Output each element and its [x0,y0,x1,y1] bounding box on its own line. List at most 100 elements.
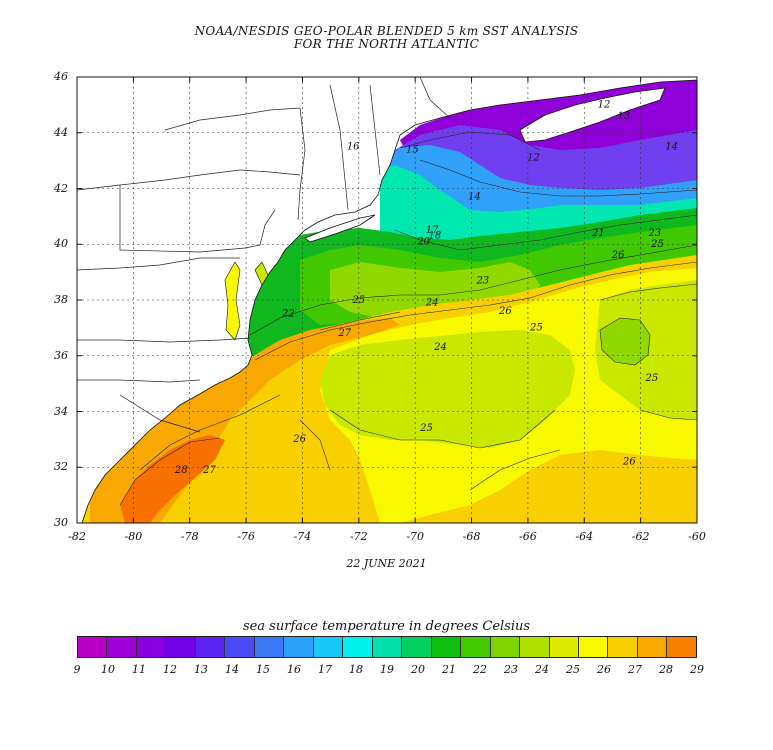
land-long-island [304,214,376,243]
contour-label: 27 [202,465,216,476]
land-chesapeake [224,261,241,341]
contour-label: 27 [337,328,351,339]
colorbar-swatch [578,637,609,657]
contour-label: 25 [419,423,433,434]
colorbar-swatch [431,637,462,657]
y-tick-label: 36 [54,348,68,362]
y-tick-label: 30 [54,516,68,529]
colorbar-swatch [78,637,108,657]
colorbar-swatch [667,637,696,657]
map-title: NOAA/NESDIS GEO-POLAR BLENDED 5 km SST A… [194,24,579,38]
x-tick-label: -78 [180,530,199,543]
y-tick-label: 38 [54,293,68,306]
colorbar-swatch [549,637,579,657]
x-tick-label: -72 [349,530,368,543]
contour-label: 14 [665,141,678,152]
colorbar-label: 13 [194,663,208,676]
y-tick-label: 32 [54,460,68,474]
x-tick-label: -66 [519,530,537,543]
colorbar-title: sea surface temperature in degrees Celsi… [242,619,531,634]
land-delaware-bay [254,261,269,286]
y-tick-label: 44 [54,125,68,139]
colorbar-swatch [166,637,196,657]
colorbar-swatch [490,637,521,657]
contour-label: 25 [645,373,659,384]
zone-yellowgreen [320,330,575,448]
contour-label: 24 [425,298,439,309]
contour-label: 22 [281,309,295,320]
colorbar-swatch [313,637,344,657]
contour-label: 17 [426,225,439,236]
colorbar-swatch [461,637,491,657]
y-tick-label: 46 [54,70,68,83]
contour-label: 24 [433,342,447,353]
x-tick-label: -64 [575,530,594,543]
colorbar-swatch [343,637,373,657]
colorbar-label: 21 [442,663,456,676]
contour-label: 26 [498,306,512,317]
colorbar-swatch [608,637,638,657]
colorbar-label: 26 [597,663,611,676]
graticule [77,77,697,523]
colorbar-swatch [195,637,226,657]
contour-label: 28 [174,465,188,476]
colorbar-swatch [107,637,137,657]
x-tick-label: -70 [406,530,425,543]
colorbar-swatch [637,637,668,657]
colorbar-label: 20 [411,663,425,676]
contour-label: 25 [351,295,365,306]
contour-label: 26 [622,456,636,467]
colorbar-label: 22 [473,663,487,676]
colorbar-label: 15 [256,663,270,676]
colorbar-label: 27 [628,663,642,676]
colorbar-swatch [284,637,314,657]
x-tick-label: -60 [688,530,706,543]
x-tick-label: -62 [631,530,650,543]
colorbar-swatch [372,637,403,657]
colorbar-label: 17 [318,663,332,676]
axis-tick-marks [76,76,698,524]
colorbar-label: 18 [349,663,363,676]
x-tick-label: -82 [68,530,86,543]
colorbar-label: 19 [380,663,394,676]
colorbar-swatch [402,637,432,657]
colorbar-swatch [520,637,550,657]
y-tick-label: 42 [54,181,68,195]
colorbar-label: 9 [73,663,81,676]
contour-label: 26 [292,434,306,445]
colorbar-label: 14 [225,663,239,676]
land-nova-scotia [519,87,666,143]
x-tick-label: -76 [237,530,255,543]
contour-label: 26 [611,250,625,261]
colorbar-label: 28 [659,663,673,676]
contour-label: 18 [429,231,442,242]
contour-label: 14 [468,192,481,203]
y-tick-label: 40 [54,237,68,251]
colorbar-label: 23 [504,663,518,676]
isotherm-lines [119,131,697,506]
analysis-date: 22 JUNE 2021 [346,557,427,570]
zone-gulfstream-core [120,435,225,523]
x-tick-label: -80 [124,530,143,543]
colorbar-label: 11 [132,663,146,676]
colorbar-label: 29 [690,663,704,676]
zone-cool [380,165,697,250]
colorbar-label: 10 [101,663,115,676]
y-tick-label: 34 [54,404,68,418]
contour-label: 12 [527,153,540,164]
contour-label: 12 [598,100,611,111]
sst-field [77,77,697,523]
zone-green-eddy [600,318,650,365]
colorbar-swatch [225,637,255,657]
colorbar [77,636,697,658]
map-subtitle: FOR THE NORTH ATLANTIC [293,37,480,51]
contour-label: 25 [529,323,543,334]
contour-label: 21 [591,228,605,239]
colorbar-label: 24 [535,663,549,676]
colorbar-label: 16 [287,663,301,676]
x-tick-label: -74 [293,530,312,543]
contour-label: 13 [617,111,630,122]
colorbar-label: 25 [566,663,580,676]
contour-label: 15 [406,144,419,155]
